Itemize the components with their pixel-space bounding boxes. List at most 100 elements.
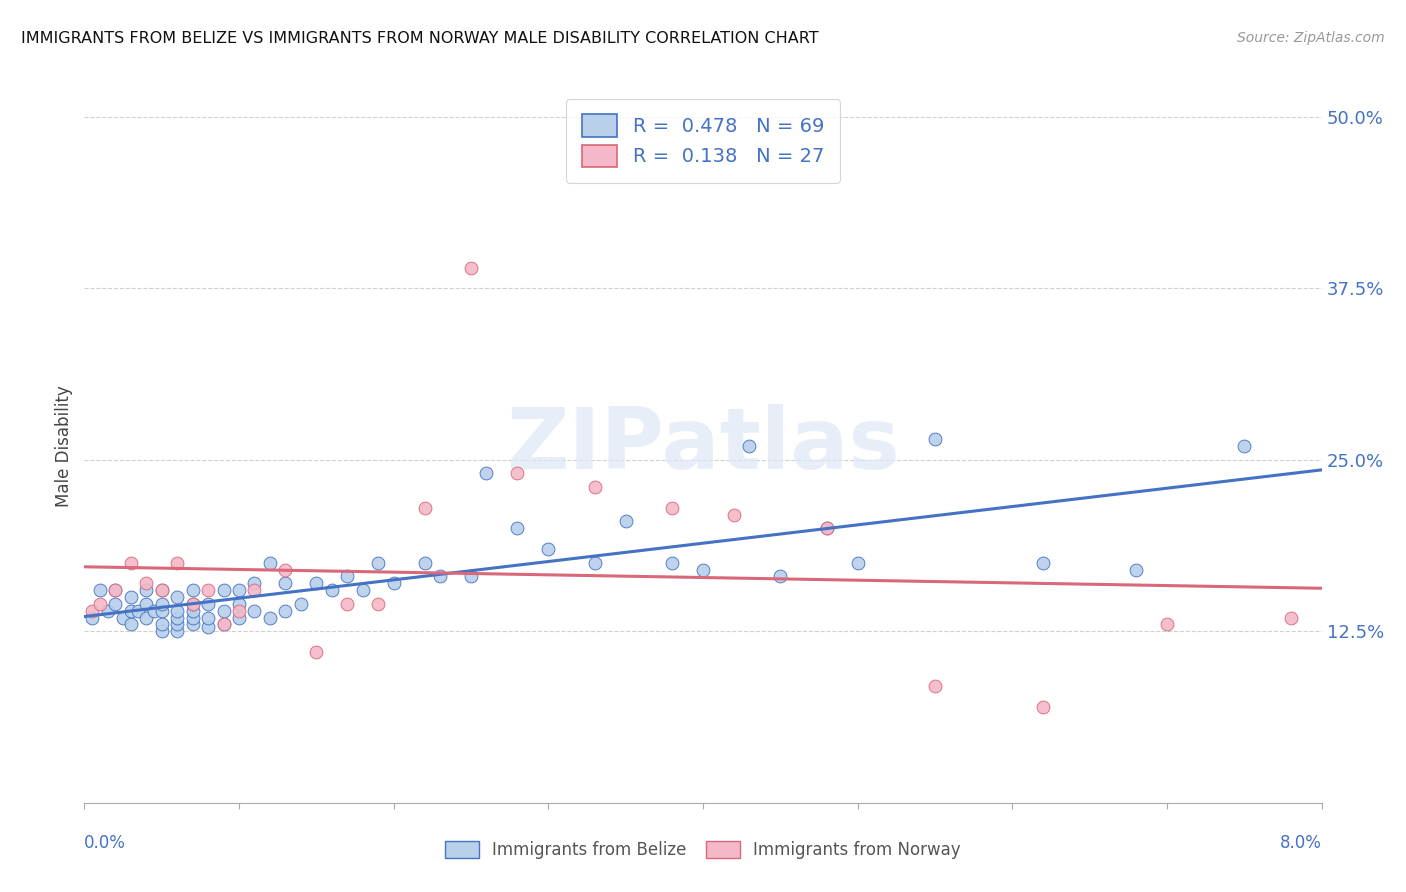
Legend: Immigrants from Belize, Immigrants from Norway: Immigrants from Belize, Immigrants from … [439, 834, 967, 866]
Point [305, 645, 328, 659]
Point [150, 604, 173, 618]
Point [181, 597, 204, 611]
Point [120, 617, 142, 632]
Point [181, 610, 204, 624]
Text: 0.0%: 0.0% [84, 834, 127, 852]
Point [1125, 562, 1147, 576]
Point [135, 583, 157, 598]
Point [336, 569, 359, 583]
Point [228, 610, 250, 624]
Point [1279, 610, 1302, 624]
Point [723, 508, 745, 522]
Point [614, 515, 637, 529]
Point [274, 604, 297, 618]
Point [143, 604, 166, 618]
Point [166, 610, 188, 624]
Point [692, 562, 714, 576]
Point [120, 556, 142, 570]
Point [104, 597, 127, 611]
Point [429, 569, 451, 583]
Point [460, 260, 482, 275]
Point [738, 439, 761, 453]
Point [150, 583, 173, 598]
Point [367, 597, 389, 611]
Point [475, 467, 498, 481]
Point [460, 569, 482, 583]
Point [166, 590, 188, 604]
Point [815, 521, 838, 535]
Point [150, 624, 173, 639]
Point [82, 610, 104, 624]
Text: ZIPatlas: ZIPatlas [506, 404, 900, 488]
Point [769, 569, 792, 583]
Point [181, 583, 204, 598]
Point [166, 604, 188, 618]
Point [128, 604, 150, 618]
Point [197, 620, 219, 634]
Point [166, 624, 188, 639]
Point [382, 576, 405, 591]
Point [228, 597, 250, 611]
Text: 8.0%: 8.0% [1279, 834, 1322, 852]
Point [259, 556, 281, 570]
Point [1156, 617, 1178, 632]
Point [924, 679, 946, 693]
Point [924, 432, 946, 446]
Point [661, 556, 683, 570]
Point [1032, 699, 1054, 714]
Point [413, 500, 436, 515]
Point [212, 583, 235, 598]
Point [150, 583, 173, 598]
Point [321, 583, 343, 598]
Y-axis label: Male Disability: Male Disability [55, 385, 73, 507]
Point [413, 556, 436, 570]
Point [367, 556, 389, 570]
Point [846, 556, 869, 570]
Point [96, 604, 120, 618]
Point [583, 480, 606, 494]
Point [135, 576, 157, 591]
Point [135, 597, 157, 611]
Point [243, 576, 266, 591]
Point [112, 610, 135, 624]
Point [228, 583, 250, 598]
Point [212, 617, 235, 632]
Point [166, 556, 188, 570]
Point [104, 583, 127, 598]
Point [82, 604, 104, 618]
Point [181, 604, 204, 618]
Point [1032, 556, 1054, 570]
Point [661, 500, 683, 515]
Point [181, 597, 204, 611]
Point [181, 617, 204, 632]
Point [212, 604, 235, 618]
Point [815, 521, 838, 535]
Point [89, 583, 111, 598]
Point [197, 610, 219, 624]
Point [274, 576, 297, 591]
Point [212, 617, 235, 632]
Point [506, 521, 529, 535]
Point [537, 541, 560, 556]
Point [305, 576, 328, 591]
Point [150, 617, 173, 632]
Point [243, 604, 266, 618]
Point [274, 562, 297, 576]
Point [197, 583, 219, 598]
Point [336, 597, 359, 611]
Point [135, 610, 157, 624]
Point [197, 597, 219, 611]
Point [352, 583, 374, 598]
Point [89, 597, 111, 611]
Point [243, 583, 266, 598]
Point [120, 590, 142, 604]
Point [1233, 439, 1256, 453]
Point [259, 610, 281, 624]
Point [120, 604, 142, 618]
Point [583, 556, 606, 570]
Point [506, 467, 529, 481]
Point [150, 597, 173, 611]
Point [104, 583, 127, 598]
Point [228, 604, 250, 618]
Point [290, 597, 312, 611]
